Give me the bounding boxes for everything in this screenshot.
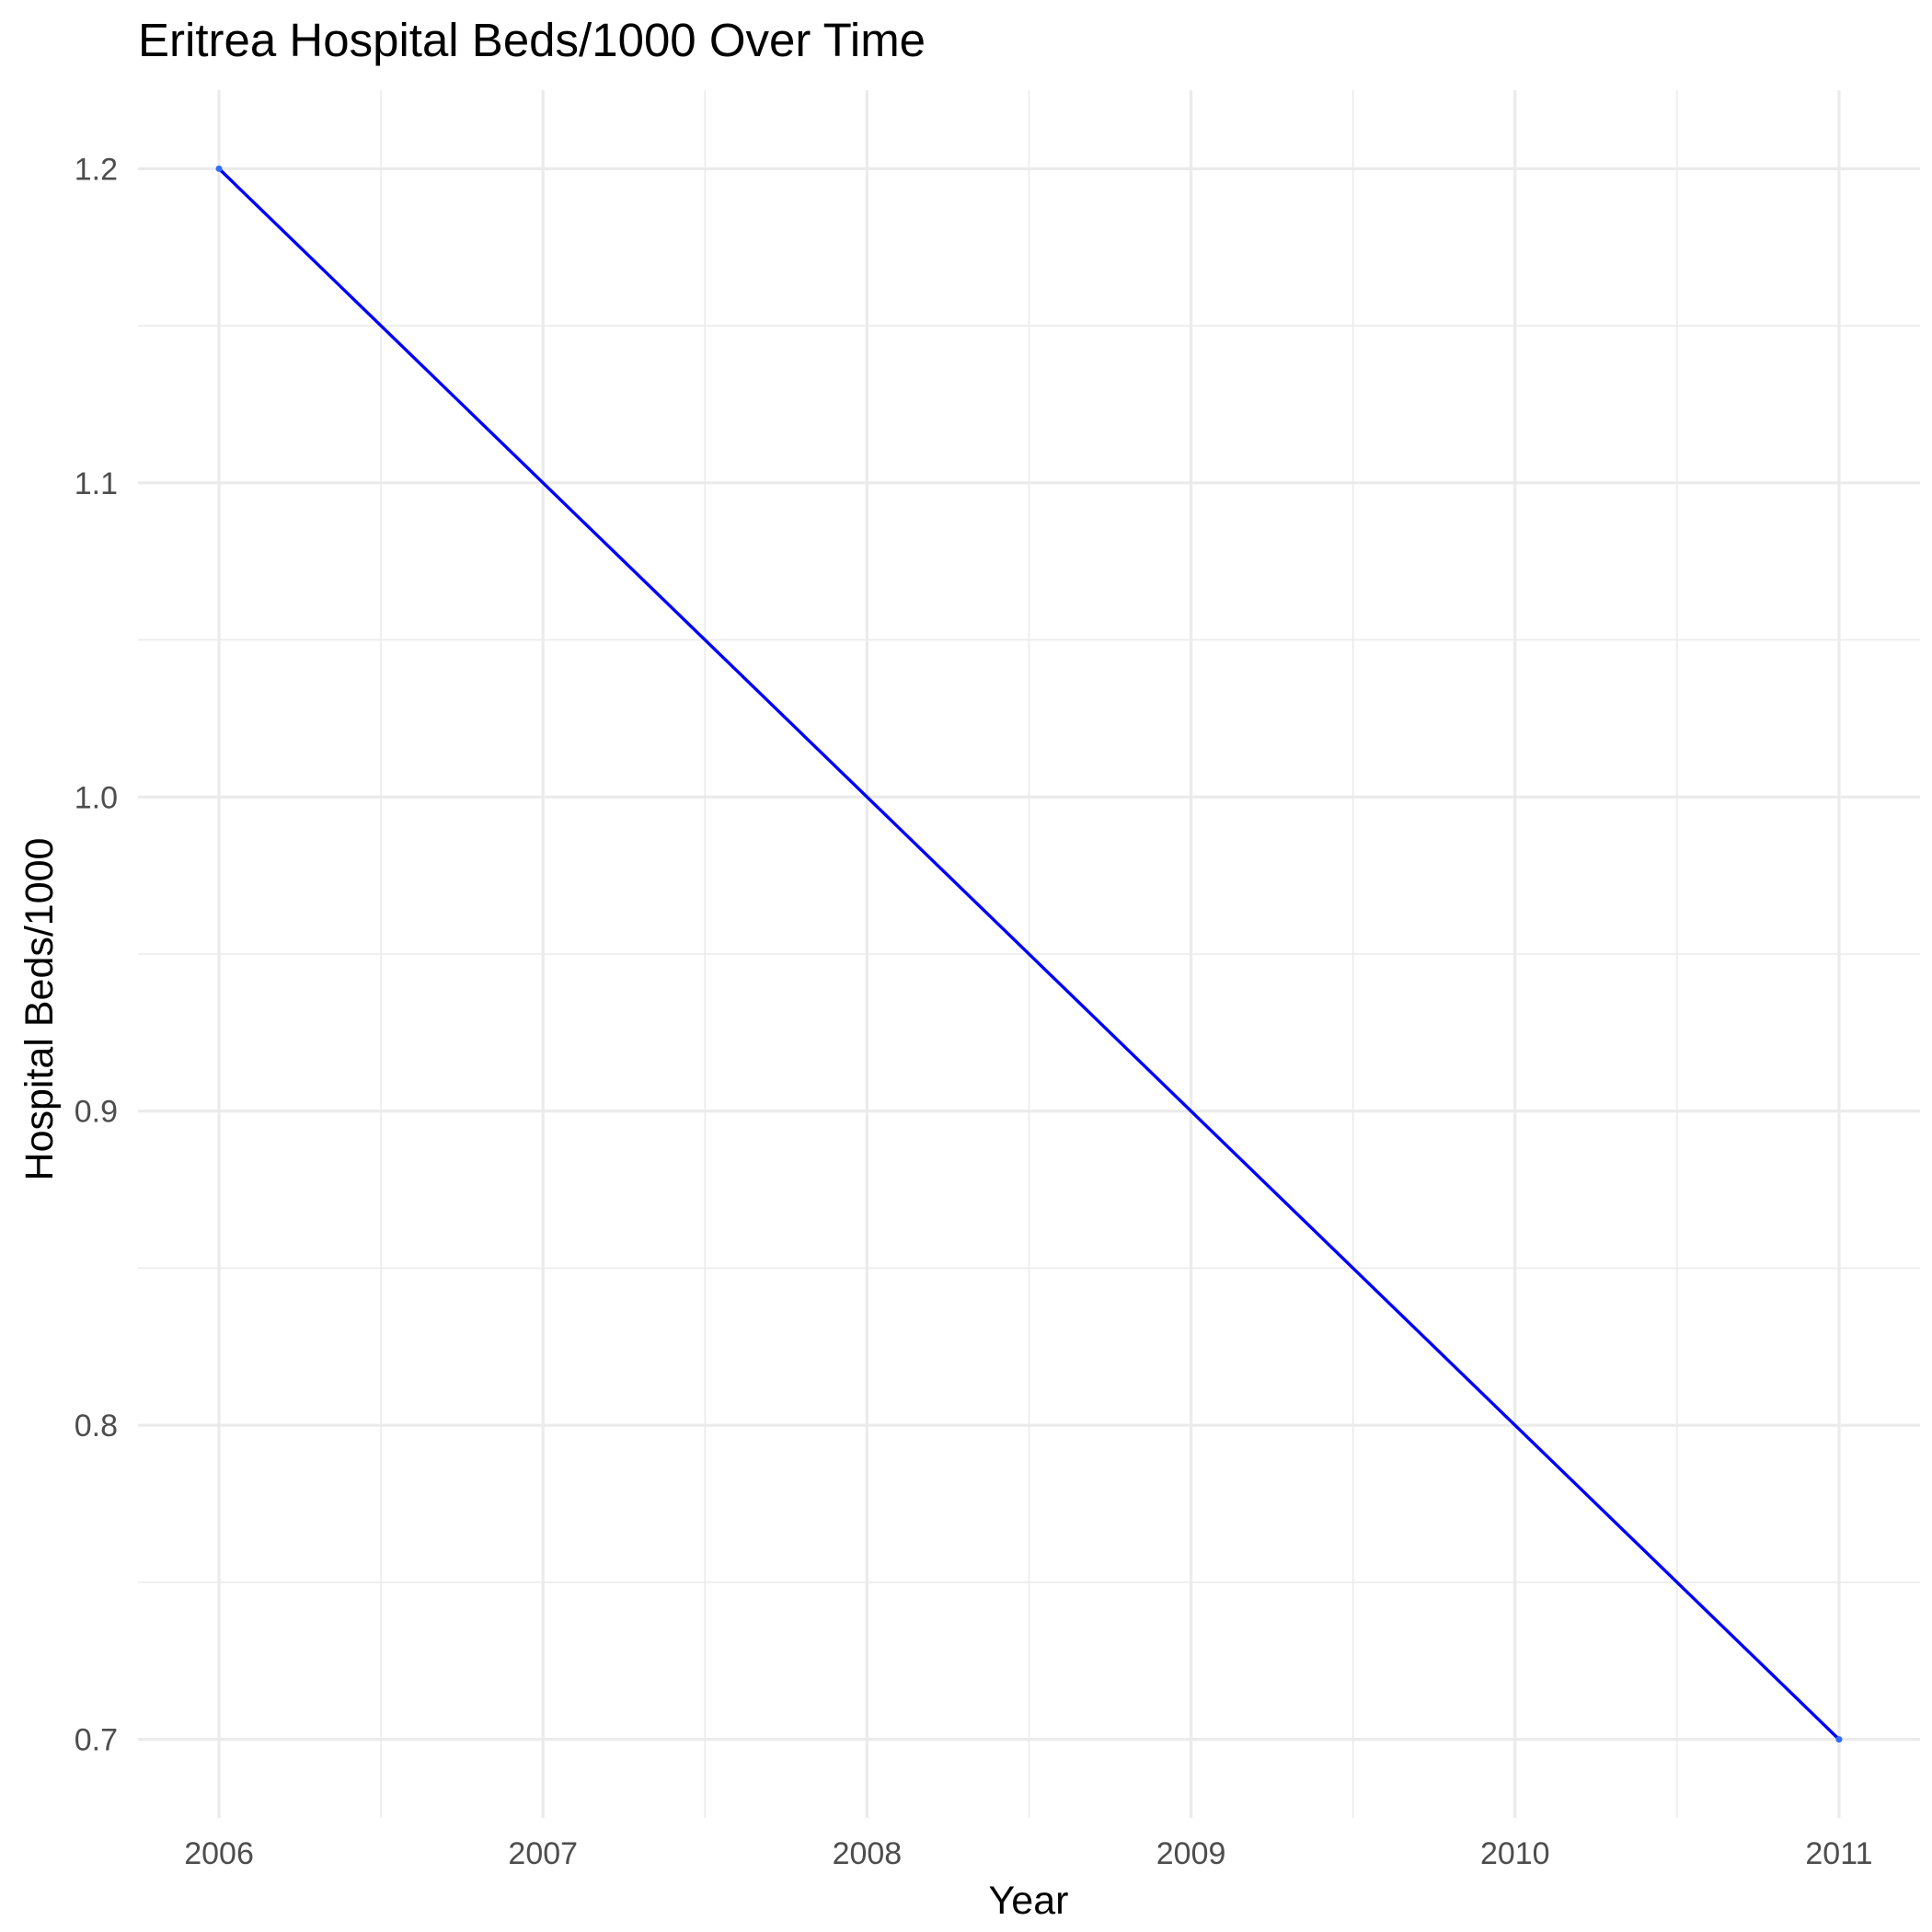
y-tick-label: 1.2 — [75, 152, 118, 187]
series-layer — [215, 165, 1843, 1743]
x-axis-title: Year — [989, 1879, 1069, 1923]
y-tick-label: 0.8 — [75, 1409, 118, 1443]
y-axis-tick-labels: 0.7 0.8 0.9 1.0 1.1 1.2 — [75, 152, 118, 1757]
x-tick-label: 2010 — [1480, 1836, 1550, 1871]
major-gridlines — [138, 90, 1920, 1818]
x-tick-label: 2011 — [1805, 1836, 1872, 1871]
x-axis-tick-labels: 2006 2007 2008 2009 2010 2011 — [184, 1836, 1872, 1871]
x-tick-label: 2007 — [508, 1836, 578, 1871]
y-tick-label: 1.1 — [75, 466, 118, 501]
y-tick-label: 1.0 — [75, 780, 118, 815]
y-tick-label: 0.7 — [75, 1723, 118, 1758]
chart-title: Eritrea Hospital Beds/1000 Over Time — [138, 14, 926, 66]
x-tick-label: 2006 — [184, 1836, 254, 1871]
y-tick-label: 0.9 — [75, 1095, 118, 1130]
minor-gridlines — [138, 90, 1920, 1818]
data-point — [215, 165, 223, 172]
y-axis-title: Hospital Beds/1000 — [17, 838, 62, 1181]
series-line — [217, 167, 1841, 1741]
data-point — [1835, 1736, 1843, 1743]
x-tick-label: 2009 — [1156, 1836, 1226, 1871]
x-tick-label: 2008 — [833, 1836, 903, 1871]
